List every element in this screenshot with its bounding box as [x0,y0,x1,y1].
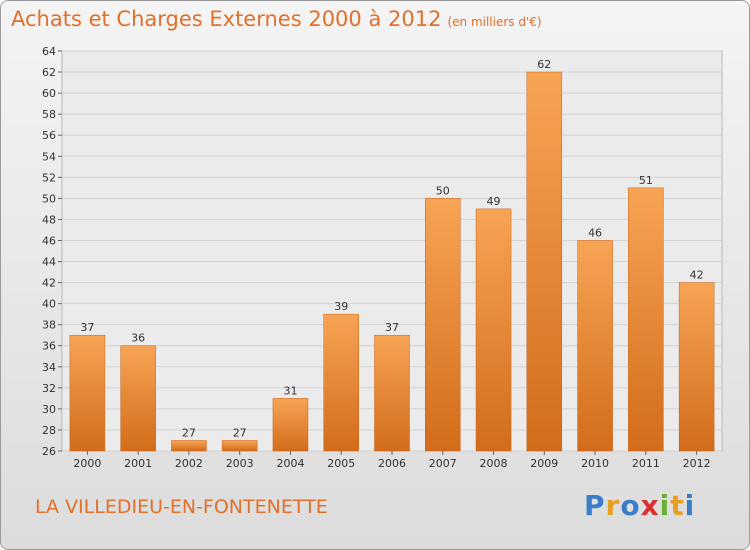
logo-letter: t [670,489,685,522]
bar-2003 [221,440,258,452]
y-tick-label: 58 [42,108,56,121]
y-tick-label: 26 [42,445,56,458]
y-tick-label: 32 [42,382,56,395]
y-tick-label: 42 [42,277,56,290]
data-label: 62 [537,58,551,71]
bar-2009 [526,71,563,452]
y-tick-label: 62 [42,66,56,79]
bars: 37 36 27 27 31 39 37 50 49 62 46 51 42 [69,58,715,452]
y-tick-label: 56 [42,129,56,142]
y-tick-label: 30 [42,403,56,416]
x-tick-label: 2008 [480,457,508,470]
y-tick-label: 54 [42,150,56,163]
bar-2000 [69,334,106,452]
x-tick-label: 2011 [632,457,660,470]
data-label: 50 [436,184,450,197]
y-tick-label: 60 [42,87,56,100]
x-tick-label: 2012 [683,457,711,470]
x-tick-label: 2007 [429,457,457,470]
x-axis-ticks: 2000 2001 2002 2003 2004 2005 2006 2007 2008 2009… [73,451,711,470]
x-tick-label: 2000 [73,457,101,470]
x-tick-label: 2003 [226,457,254,470]
data-label: 37 [385,321,399,334]
logo-letter: i [684,489,696,522]
data-label: 27 [182,426,196,439]
x-tick-label: 2001 [124,457,152,470]
x-tick-label: 2009 [530,457,558,470]
data-label: 51 [639,174,653,187]
chart-subtitle: (en milliers d'€) [447,15,542,29]
y-tick-label: 34 [42,361,56,374]
x-tick-label: 2010 [581,457,609,470]
y-tick-label: 46 [42,234,56,247]
proxiti-logo: Proxiti [584,489,695,522]
x-tick-label: 2006 [378,457,406,470]
data-label: 31 [283,384,297,397]
commune-name: LA VILLEDIEU-EN-FONTENETTE [35,496,328,518]
y-tick-label: 50 [42,192,56,205]
logo-letter: r [605,489,621,522]
data-label: 46 [588,226,602,239]
y-tick-label: 64 [42,45,56,58]
data-label: 39 [334,300,348,313]
y-tick-label: 38 [42,319,56,332]
chart-title: Achats et Charges Externes 2000 à 2012 (e… [11,7,542,31]
logo-letter: o [620,489,641,522]
y-tick-label: 40 [42,298,56,311]
data-label: 37 [80,321,94,334]
logo-letter: i [659,489,671,522]
logo-letter: x [640,489,660,522]
bar-2007 [425,198,461,452]
x-tick-label: 2004 [276,457,304,470]
data-label: 49 [487,195,501,208]
data-label: 27 [233,426,247,439]
y-tick-label: 44 [42,256,56,269]
data-label: 42 [690,269,704,282]
bar-2004 [272,398,309,452]
bar-2001 [120,345,156,452]
bar-2010 [577,240,613,452]
bar-2008 [475,208,512,452]
bar-2011 [628,187,664,452]
data-label: 36 [131,332,145,345]
bar-2005 [323,313,359,452]
y-tick-label: 48 [42,213,56,226]
bar-2002 [171,440,207,452]
bar-2012 [678,282,715,452]
y-axis-ticks: 26 28 30 32 34 36 38 40 42 44 46 48 50 52 54 56 58 60 62 64 [42,45,62,458]
logo-letter: P [584,489,606,522]
x-tick-label: 2002 [175,457,203,470]
y-tick-label: 52 [42,171,56,184]
x-tick-label: 2005 [327,457,355,470]
y-tick-label: 28 [42,424,56,437]
bar-2006 [374,334,410,452]
y-tick-label: 36 [42,340,56,353]
